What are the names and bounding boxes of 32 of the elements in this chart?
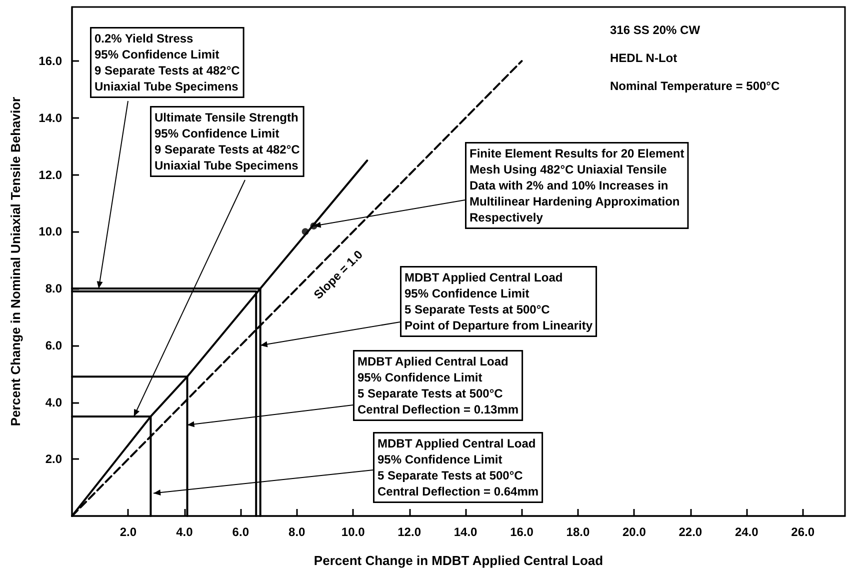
annotation: Ultimate Tensile Strength 95% Confidence Limit 9 Separate Tests at 482°C Uniaxial Tube Specimens xyxy=(154,110,300,172)
y-tick-label: 4.0 xyxy=(45,395,62,410)
x-tick-label: 26.0 xyxy=(791,525,815,539)
y-tick-label: 10.0 xyxy=(38,224,62,239)
annotation: 0.2% Yield Stress 95% Confidence Limit 9 Separate Tests at 482°C Uniaxial Tube Specimens xyxy=(94,32,240,94)
x-tick-label: 12.0 xyxy=(398,525,422,539)
annotation: 316 SS 20% CW xyxy=(610,23,701,37)
annotation: MDBT Aplied Central Load 95% Confidence Limit 5 Separate Tests at 500°C Central Deflection = 0.13mm xyxy=(358,354,519,416)
x-tick-label: 8.0 xyxy=(288,525,306,539)
x-tick-label: 20.0 xyxy=(622,525,646,539)
y-axis-title: Percent Change in Nominal Uniaxial Tensile Behavior xyxy=(8,96,23,426)
y-tick-label: 12.0 xyxy=(38,168,62,182)
annotation: Nominal Temperature = 500°C xyxy=(610,79,780,93)
y-tick-label: 6.0 xyxy=(45,338,62,352)
annotation: MDBT Applied Central Load 95% Confidence Limit 5 Separate Tests at 500°C Central Deflection = 0.64mm xyxy=(378,436,539,498)
x-tick-label: 24.0 xyxy=(734,525,759,539)
x-tick-label: 4.0 xyxy=(176,525,194,539)
annotation: Finite Element Results for 20 Element Mesh Using 482°C Uniaxial Tensile Data with 2% and 10% Increases in Multilinear Hardening Approximation Respectively xyxy=(470,146,684,224)
x-tick-label: 10.0 xyxy=(341,525,366,539)
x-tick-label: 18.0 xyxy=(566,525,590,539)
x-tick-label: 2.0 xyxy=(120,525,137,539)
y-tick-label: 14.0 xyxy=(38,110,62,125)
y-tick-label: 16.0 xyxy=(38,54,62,68)
x-tick-label: 6.0 xyxy=(232,525,250,539)
y-tick-label: 2.0 xyxy=(45,452,62,466)
x-axis-title: Percent Change in MDBT Applied Central Load xyxy=(314,553,604,568)
y-tick-label: 8.0 xyxy=(45,282,62,296)
x-tick-label: 22.0 xyxy=(678,525,702,539)
x-tick-label: 14.0 xyxy=(454,525,478,539)
annotation: MDBT Applied Central Load 95% Confidence Limit 5 Separate Tests at 500°C Point of Departure from Linearity xyxy=(404,270,593,332)
annotation: HEDL N-Lot xyxy=(610,51,678,65)
x-tick-label: 16.0 xyxy=(510,525,534,539)
